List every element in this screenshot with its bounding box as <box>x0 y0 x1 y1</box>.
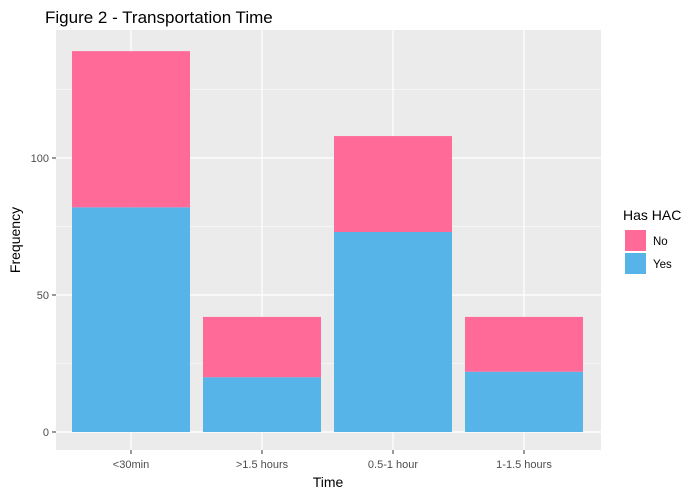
y-tick-label: 50 <box>37 290 49 302</box>
legend-label-no: No <box>653 236 668 248</box>
y-axis: 0 50 100 <box>31 153 56 439</box>
bar-no-0 <box>72 51 190 208</box>
x-tick-label: 1-1.5 hours <box>496 459 552 471</box>
legend-key-yes <box>625 253 646 274</box>
chart-title: Figure 2 - Transportation Time <box>45 8 273 27</box>
bar-yes-0 <box>72 207 190 432</box>
legend-key-no <box>625 230 646 251</box>
x-tick-label: >1.5 hours <box>236 459 289 471</box>
x-tick-label: <30min <box>113 459 149 471</box>
bar-no-3 <box>465 316 583 372</box>
x-tick-label: 0.5-1 hour <box>368 459 418 471</box>
y-axis-title: Frequency <box>7 207 23 273</box>
bar-no-2 <box>334 136 452 232</box>
x-axis: <30min >1.5 hours 0.5-1 hour 1-1.5 hours <box>113 450 552 471</box>
legend-title: Has HAC <box>623 207 681 223</box>
legend-label-yes: Yes <box>653 259 672 271</box>
bar-no-1 <box>203 316 321 378</box>
bar-yes-3 <box>465 371 583 432</box>
y-tick-label: 100 <box>31 153 49 165</box>
y-tick-label: 0 <box>43 427 49 439</box>
legend: Has HAC No Yes <box>623 207 681 274</box>
bar-yes-2 <box>334 231 452 432</box>
bars <box>72 51 583 432</box>
x-axis-title: Time <box>313 474 344 490</box>
bar-yes-1 <box>203 377 321 432</box>
